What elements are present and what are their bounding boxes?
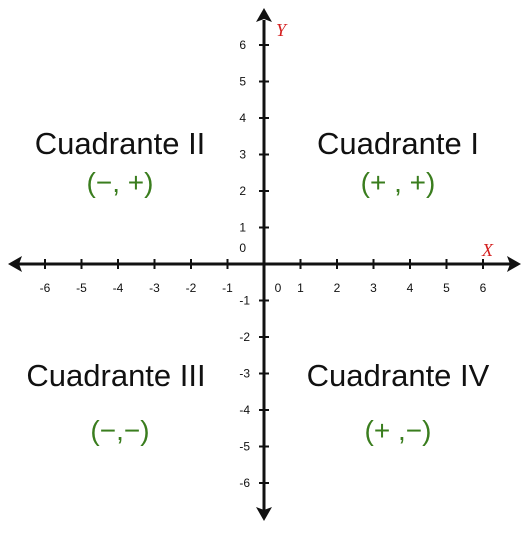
y-tick-label: -3	[239, 367, 250, 381]
y-tick-label: 4	[239, 111, 246, 125]
x-tick-label: -3	[149, 281, 160, 295]
x-tick-label: -4	[113, 281, 124, 295]
x-tick-label: 0	[275, 281, 282, 295]
quadrant-i-title: Cuadrante I	[298, 128, 498, 159]
y-tick-label: 2	[239, 184, 246, 198]
x-tick-label: 2	[334, 281, 341, 295]
y-tick-label: 3	[239, 148, 246, 162]
x-tick-label: 1	[297, 281, 304, 295]
y-tick-label: -1	[239, 294, 250, 308]
y-axis-label: Y	[276, 20, 288, 40]
y-axis-top-arrow	[256, 8, 272, 22]
quadrant-iv-title: Cuadrante IV	[290, 360, 506, 391]
y-tick-label: -5	[239, 440, 250, 454]
quadrant-ii-title: Cuadrante II	[20, 128, 220, 159]
x-tick-label: 5	[443, 281, 450, 295]
y-tick-label: -6	[239, 476, 250, 490]
y-tick-label: -4	[239, 403, 250, 417]
x-tick-label: -6	[40, 281, 51, 295]
y-tick-label: 0	[239, 241, 246, 255]
quadrant-iii-signs: (−,−)	[20, 417, 220, 445]
x-tick-label: -5	[76, 281, 87, 295]
quadrant-ii-signs: (−, +)	[20, 169, 220, 197]
quadrant-iii-title: Cuadrante III	[8, 360, 224, 391]
x-tick-label: 3	[370, 281, 377, 295]
x-tick-label: -1	[222, 281, 233, 295]
y-tick-label: 6	[239, 38, 246, 52]
y-tick-label: 5	[239, 75, 246, 89]
x-tick-label: -2	[186, 281, 197, 295]
y-tick-label: -2	[239, 330, 250, 344]
y-tick-label: 1	[239, 221, 246, 235]
x-tick-label: 6	[480, 281, 487, 295]
quadrant-iv-signs: (+ ,−)	[298, 417, 498, 445]
x-tick-label: 4	[407, 281, 414, 295]
x-axis-label: X	[481, 240, 494, 260]
quadrant-i-signs: (+ , +)	[298, 169, 498, 197]
